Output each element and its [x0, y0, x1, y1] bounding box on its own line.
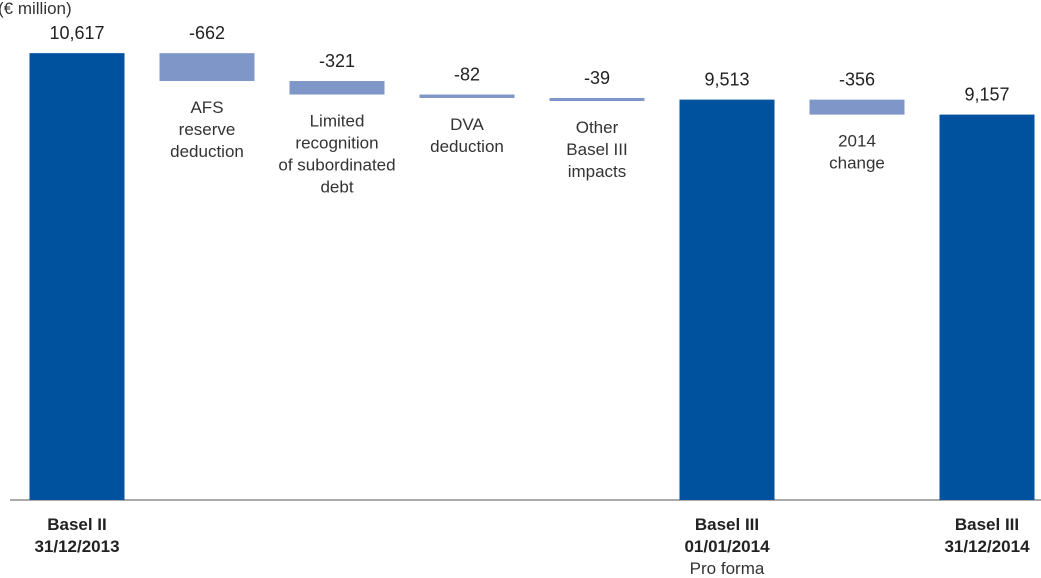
step-description-2-3: debt	[320, 178, 353, 197]
category-label-0-0: Basel II	[47, 515, 107, 534]
step-description-3-0: DVA	[450, 115, 484, 134]
total-bar-7	[939, 114, 1035, 500]
step-description-4-2: impacts	[568, 162, 627, 181]
value-label-1: -662	[189, 23, 225, 43]
step-description-2-2: of subordinated	[278, 156, 395, 175]
step-description-1-0: AFS	[190, 98, 223, 117]
total-bar-0	[29, 53, 125, 500]
value-label-5: 9,513	[704, 70, 749, 90]
step-description-4-0: Other	[576, 118, 619, 137]
value-label-4: -39	[584, 68, 610, 88]
category-label-0-1: 31/12/2013	[34, 537, 119, 556]
value-label-3: -82	[454, 65, 480, 85]
delta-bar-3	[419, 94, 515, 98]
delta-bar-1	[159, 53, 255, 82]
category-label-7-1: 31/12/2014	[944, 537, 1030, 556]
step-description-6-1: change	[829, 154, 885, 173]
delta-bar-6	[809, 99, 905, 115]
value-label-2: -321	[319, 51, 355, 71]
value-label-6: -356	[839, 70, 875, 90]
total-bar-5	[679, 99, 775, 501]
step-description-4-1: Basel III	[566, 140, 627, 159]
value-label-0: 10,617	[49, 23, 104, 43]
delta-bar-4	[549, 97, 645, 101]
step-description-3-1: deduction	[430, 137, 504, 156]
step-description-6-0: 2014	[838, 132, 876, 151]
step-description-1-1: reserve	[179, 120, 236, 139]
category-label-7-0: Basel III	[955, 515, 1019, 534]
step-description-2-1: recognition	[295, 134, 378, 153]
delta-bar-2	[289, 81, 385, 95]
category-sublabel-5: Pro forma	[690, 559, 765, 578]
value-label-7: 9,157	[964, 85, 1009, 105]
unit-label: (€ million)	[0, 0, 72, 18]
step-description-2-0: Limited	[310, 112, 365, 131]
category-label-5-1: 01/01/2014	[684, 537, 770, 556]
category-label-5-0: Basel III	[695, 515, 759, 534]
step-description-1-2: deduction	[170, 142, 244, 161]
